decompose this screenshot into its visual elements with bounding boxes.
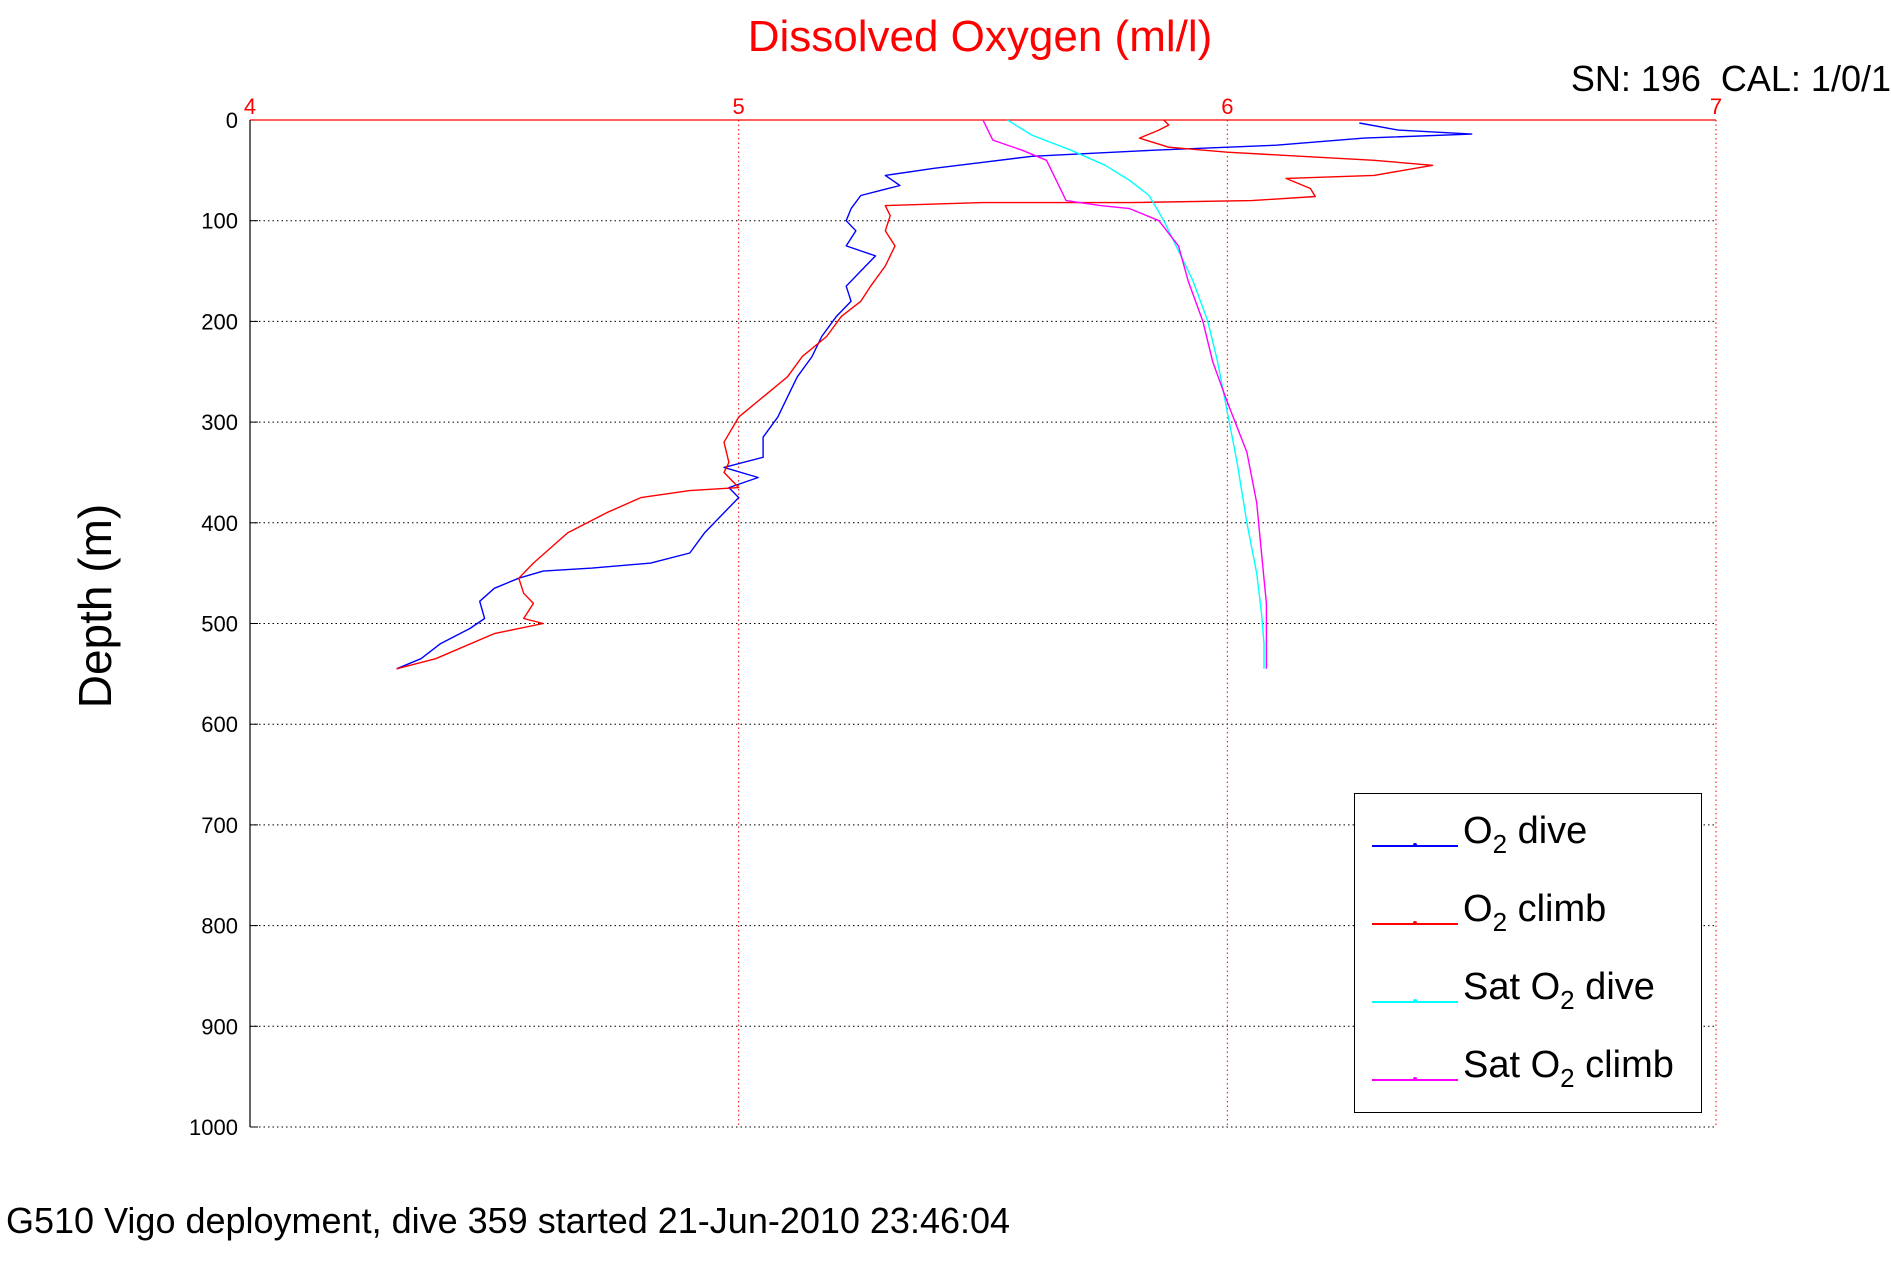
legend-item-sat-o2-dive: Sat O2 dive (1355, 958, 1701, 1036)
series-line-2 (1007, 119, 1265, 669)
legend-label: Sat O2 climb (1463, 1044, 1674, 1093)
y-tick-label: 500 (201, 612, 238, 637)
legend-item-o2-climb: O2 climb (1355, 880, 1701, 958)
legend-marker (1413, 843, 1417, 847)
x-tick-label: 7 (1710, 94, 1722, 119)
y-tick-label: 200 (201, 309, 238, 334)
y-tick-label: 800 (201, 914, 238, 939)
legend-label: O2 dive (1463, 810, 1588, 859)
x-tick-label: 6 (1221, 94, 1233, 119)
dive-caption: G510 Vigo deployment, dive 359 started 2… (6, 1200, 1011, 1241)
legend: O2 dive O2 climb Sat O2 dive Sat O2 clim… (1354, 793, 1702, 1113)
x-tick-label: 5 (733, 94, 745, 119)
y-tick-label: 400 (201, 511, 238, 536)
legend-item-o2-dive: O2 dive (1355, 802, 1701, 880)
x-tick-label: 4 (244, 94, 256, 119)
series-line-3 (982, 119, 1268, 669)
series-line-0 (396, 122, 1473, 670)
y-tick-label: 600 (201, 712, 238, 737)
y-tick-label: 100 (201, 209, 238, 234)
y-axis-label: Depth (m) (69, 503, 121, 709)
legend-marker (1413, 921, 1417, 925)
legend-marker (1413, 1077, 1417, 1081)
y-tick-label: 900 (201, 1014, 238, 1039)
legend-label: O2 climb (1463, 888, 1607, 937)
serial-calibration-label: SN: 196 CAL: 1/0/1 (1570, 58, 1891, 99)
series-line-1 (396, 119, 1434, 670)
legend-label: Sat O2 dive (1463, 966, 1655, 1015)
y-tick-label: 1000 (189, 1115, 238, 1140)
legend-item-sat-o2-climb: Sat O2 climb (1355, 1036, 1701, 1114)
y-tick-label: 300 (201, 410, 238, 435)
chart-title: Dissolved Oxygen (ml/l) (747, 12, 1213, 61)
legend-marker (1413, 999, 1417, 1003)
y-tick-label: 0 (226, 108, 238, 133)
y-tick-label: 700 (201, 813, 238, 838)
